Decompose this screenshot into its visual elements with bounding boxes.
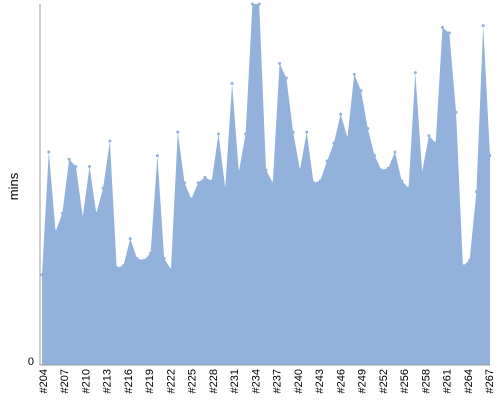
data-point: [298, 168, 302, 172]
x-tick-label: #210: [80, 369, 92, 393]
data-point: [373, 154, 377, 158]
y-tick-label: 0: [28, 356, 34, 368]
data-point: [312, 181, 316, 185]
data-point: [155, 154, 159, 158]
x-tick-label: #267: [484, 369, 496, 393]
data-point: [210, 179, 214, 183]
data-point: [257, 2, 261, 6]
data-point: [216, 132, 220, 136]
data-point: [284, 76, 288, 80]
x-tick-label: #207: [59, 369, 71, 393]
x-tick-label: #240: [293, 369, 305, 393]
area-series: [42, 4, 490, 365]
x-tick-label: #264: [463, 369, 475, 393]
data-point: [359, 89, 363, 93]
x-tick-label: #231: [229, 369, 241, 393]
data-point: [121, 264, 125, 268]
data-point: [40, 273, 44, 277]
data-point: [413, 71, 417, 75]
data-point: [189, 197, 193, 201]
data-point: [461, 264, 465, 268]
x-tick-label: #261: [442, 369, 454, 393]
data-point: [250, 2, 254, 6]
data-point: [54, 229, 58, 233]
data-point: [135, 257, 139, 260]
data-point: [169, 267, 173, 271]
data-point: [271, 181, 275, 185]
data-point: [162, 257, 166, 260]
data-point: [176, 130, 180, 134]
data-point: [440, 25, 444, 29]
x-tick-label: #222: [165, 369, 177, 393]
data-point: [183, 181, 187, 185]
data-point: [67, 157, 71, 161]
x-tick-label: #219: [144, 369, 156, 393]
data-point: [264, 168, 268, 172]
x-tick-label: #237: [272, 369, 284, 393]
data-point: [237, 170, 241, 174]
x-tick-label: #228: [208, 369, 220, 393]
x-tick-label: #252: [378, 369, 390, 393]
data-point: [244, 132, 248, 136]
data-point: [203, 175, 207, 179]
x-tick-label: #225: [187, 369, 199, 393]
data-point: [230, 81, 234, 85]
data-point: [339, 112, 343, 116]
data-point: [352, 72, 356, 76]
data-point: [393, 150, 397, 154]
x-tick-label: #249: [357, 369, 369, 393]
data-point: [332, 141, 336, 145]
data-point: [108, 139, 112, 143]
data-point: [223, 186, 227, 190]
data-point: [366, 127, 370, 131]
data-point: [74, 164, 78, 168]
data-point: [474, 190, 478, 194]
x-axis-ticks: #204 #207 #210 #213 #216 #219 #222 #225 #228 #231…: [38, 369, 496, 393]
data-point: [454, 110, 458, 114]
data-point: [115, 266, 119, 270]
x-tick-label: #213: [102, 369, 114, 393]
data-point: [488, 154, 492, 158]
data-point: [379, 168, 383, 172]
x-tick-label: #204: [38, 369, 50, 393]
data-point: [400, 179, 404, 183]
data-point: [88, 164, 92, 168]
data-point: [81, 215, 85, 219]
data-point: [318, 179, 322, 183]
data-point: [447, 31, 451, 35]
data-point: [434, 141, 438, 145]
data-point: [345, 136, 349, 140]
data-point: [386, 166, 390, 170]
data-point: [128, 237, 132, 241]
data-point: [420, 170, 424, 174]
data-point: [325, 159, 329, 163]
data-point: [278, 62, 282, 66]
data-point: [407, 186, 411, 190]
data-point: [142, 258, 146, 262]
data-point: [481, 24, 485, 28]
data-point: [101, 186, 105, 190]
data-point: [305, 130, 309, 134]
data-point: [60, 211, 64, 215]
plot-area: [40, 2, 492, 365]
data-point: [427, 134, 431, 138]
x-tick-label: #246: [335, 369, 347, 393]
x-tick-label: #243: [314, 369, 326, 393]
x-tick-label: #258: [420, 369, 432, 393]
x-tick-label: #216: [123, 369, 135, 393]
y-axis-title: mins: [6, 172, 21, 200]
data-point: [149, 251, 153, 255]
x-tick-label: #234: [250, 369, 262, 393]
data-point: [94, 211, 98, 215]
data-point: [291, 130, 295, 134]
data-point: [196, 181, 200, 185]
data-point: [47, 150, 51, 154]
data-point: [468, 258, 472, 262]
x-tick-label: #256: [399, 369, 411, 393]
